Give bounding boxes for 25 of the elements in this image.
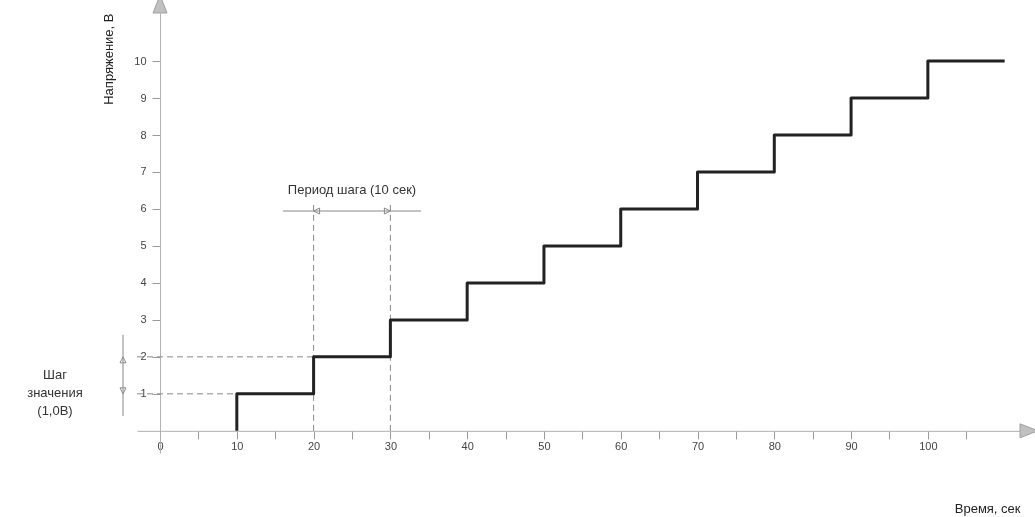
y-tick-label: 8 — [140, 128, 147, 141]
y-tick-label: 9 — [140, 91, 147, 104]
x-tick-label: 100 — [919, 440, 938, 453]
y-tick-label: 10 — [134, 54, 147, 67]
y-tick-label: 6 — [140, 202, 147, 215]
x-tick-label: 60 — [615, 440, 628, 453]
y-axis-title: Напряжение, В — [101, 13, 117, 105]
x-axis-title: Время, сек — [954, 500, 1021, 516]
x-tick-label: 20 — [307, 440, 321, 453]
x-tick-label: 30 — [384, 440, 398, 453]
y-tick-label: 2 — [140, 350, 147, 363]
x-tick-label: 50 — [538, 440, 551, 453]
y-tick-label: 3 — [140, 313, 147, 326]
x-tick-label: 90 — [845, 440, 858, 453]
text: Шаг значения (1,0В) — [27, 367, 83, 419]
x-tick-label: 80 — [768, 440, 781, 453]
y-tick-label: 4 — [140, 276, 147, 289]
y-tick-label: 5 — [140, 239, 147, 252]
x-tick-label: 0 — [157, 440, 164, 453]
x-tick-label: 40 — [461, 440, 474, 453]
y-tick-label: 7 — [140, 165, 147, 178]
y-tick-label: 1 — [140, 387, 147, 400]
x-tick-label: 70 — [691, 440, 705, 453]
annotation: Период шага (10 сек) — [287, 182, 417, 197]
x-tick-label: 10 — [231, 440, 244, 453]
